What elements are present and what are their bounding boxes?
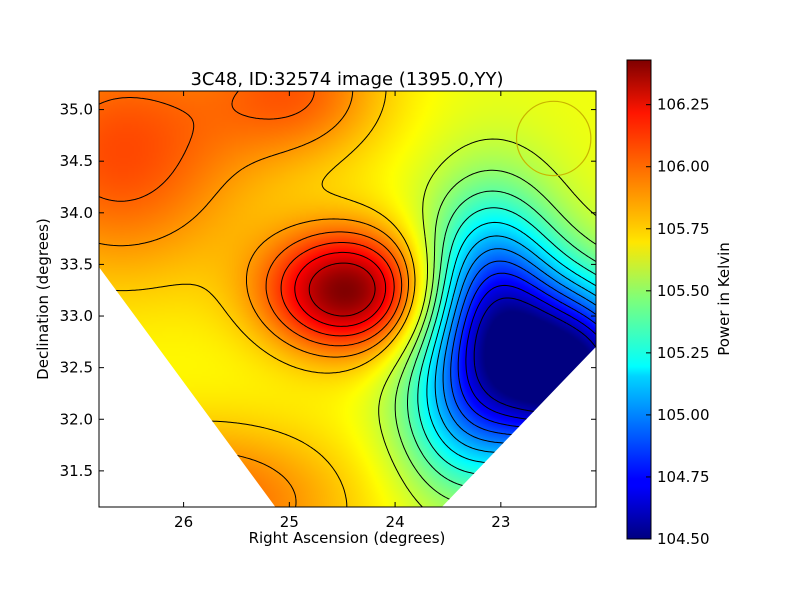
chart-title: 3C48, ID:32574 image (1395.0,YY) <box>190 69 503 90</box>
y-tick-label: 32.5 <box>60 359 93 377</box>
y-tick-label: 32.0 <box>60 410 93 428</box>
colorbar-tick-label: 105.25 <box>657 344 710 362</box>
x-tick-label: 25 <box>280 513 299 531</box>
y-tick-label: 34.5 <box>60 152 93 170</box>
colorbar: 104.50 104.75 105.00 105.25 105.50 105.75 106.… <box>626 59 733 548</box>
x-tick-label: 24 <box>386 513 405 531</box>
contour-line <box>378 138 596 507</box>
y-axis-label: Declination (degrees) <box>34 218 52 380</box>
y-tick-label: 34.0 <box>60 204 93 222</box>
colorbar-tick-label: 106.00 <box>657 158 710 176</box>
colorbar-tick-label: 104.75 <box>657 468 710 486</box>
y-tick-label: 31.5 <box>60 462 93 480</box>
x-tick-label: 23 <box>491 513 510 531</box>
colorbar-tick-label: 105.00 <box>657 406 710 424</box>
colorbar-tick-label: 105.75 <box>657 220 710 238</box>
colorbar-tick-label: 106.25 <box>657 96 710 114</box>
plot-area: 26 25 24 23 31.5 32.0 32.5 33.0 33.5 34.0 34.5 35.… <box>60 90 597 531</box>
colorbar-label: Power in Kelvin <box>715 242 733 356</box>
x-tick-label: 26 <box>174 513 193 531</box>
colorbar-ticks: 104.50 104.75 105.00 105.25 105.50 105.75 106.… <box>646 96 710 548</box>
beam-marker <box>515 100 592 177</box>
contour-line <box>294 251 387 327</box>
y-tick-label: 35.0 <box>60 101 93 119</box>
colorbar-tick-label: 105.50 <box>657 282 710 300</box>
colorbar-tick-label: 104.50 <box>657 530 710 548</box>
contour-line <box>99 91 403 504</box>
y-tick-label: 33.5 <box>60 255 93 273</box>
plot-frame <box>98 90 597 508</box>
x-axis-ticks: 26 25 24 23 <box>174 91 510 531</box>
y-tick-label: 33.0 <box>60 307 93 325</box>
contour-line <box>280 242 395 337</box>
y-axis-ticks: 31.5 32.0 32.5 33.0 33.5 34.0 34.5 35.0 <box>60 101 596 480</box>
x-axis-label: Right Ascension (degrees) <box>249 529 446 547</box>
colorbar-gradient <box>626 59 652 540</box>
heatmap-image <box>99 91 596 507</box>
contour-line <box>308 262 376 317</box>
